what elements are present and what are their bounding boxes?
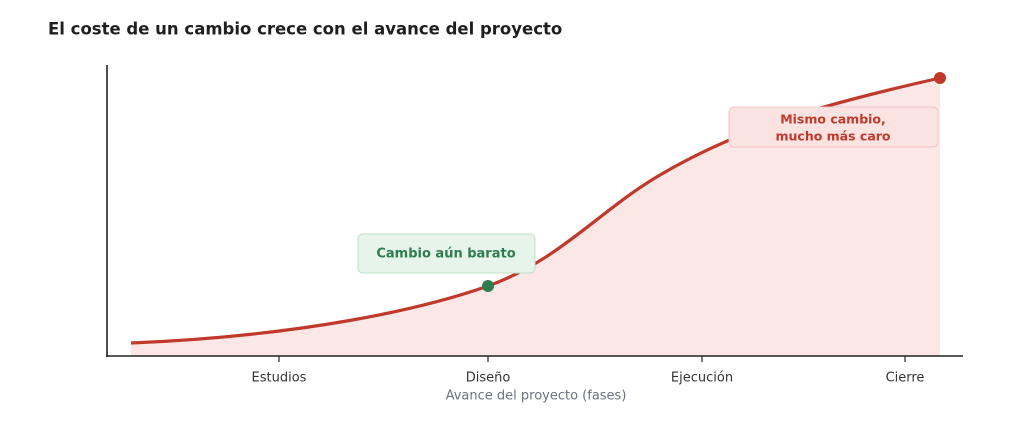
annotation: Cambio aún barato — [376, 247, 515, 262]
expensive-point — [934, 72, 946, 84]
annotation: Mismo cambio, — [780, 112, 886, 127]
cheap-point — [482, 280, 494, 292]
x-tick-label: Diseño — [466, 371, 511, 386]
annotation-box — [357, 233, 536, 274]
x-tick-label: Ejecución — [671, 371, 733, 386]
annotation-box — [728, 106, 939, 148]
x-axis-label: Avance del proyecto (fases) — [446, 389, 627, 404]
x-tick-label: Cierre — [886, 371, 925, 386]
x-tick-label: Estudios — [252, 371, 307, 386]
annotation: mucho más caro — [775, 129, 890, 144]
chart-title: El coste de un cambio crece con el avanc… — [48, 20, 562, 39]
